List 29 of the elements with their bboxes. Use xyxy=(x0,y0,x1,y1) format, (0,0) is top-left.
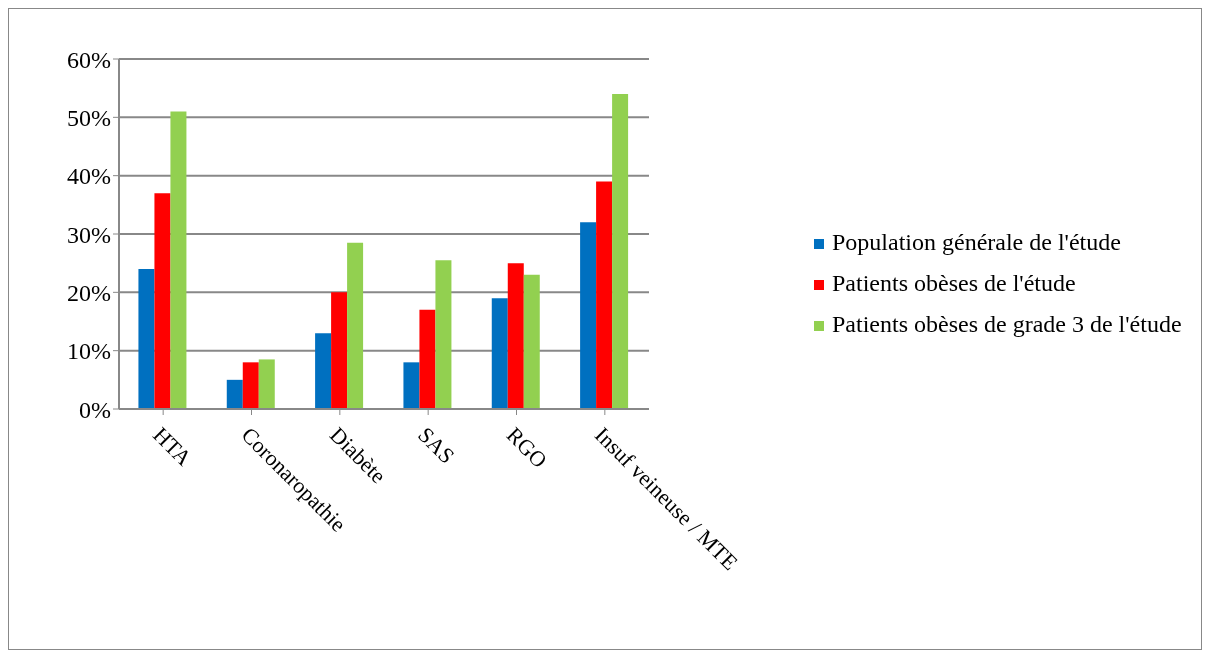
bar xyxy=(580,222,597,409)
bar xyxy=(523,274,540,409)
y-tick-label: 30% xyxy=(67,221,111,248)
x-tick-label: SAS xyxy=(413,422,460,469)
bar xyxy=(242,362,259,409)
bar xyxy=(491,298,508,409)
y-tick-label: 0% xyxy=(79,396,111,423)
y-tick-label: 40% xyxy=(67,163,111,190)
bar xyxy=(435,260,452,409)
bar xyxy=(596,181,613,409)
y-tick-label: 60% xyxy=(67,46,111,73)
y-tick-label: 20% xyxy=(67,279,111,306)
bar xyxy=(612,94,629,409)
bar xyxy=(331,292,348,409)
legend-label: Population générale de l'étude xyxy=(832,229,1121,256)
bar xyxy=(154,193,171,409)
bar xyxy=(138,269,155,409)
bar xyxy=(507,263,524,409)
legend-label: Patients obèses de grade 3 de l'étude xyxy=(832,311,1182,338)
bar xyxy=(226,379,243,409)
bar xyxy=(403,362,420,409)
bar xyxy=(347,242,364,409)
bar xyxy=(258,359,275,409)
bar xyxy=(419,309,436,409)
y-tick-label: 50% xyxy=(67,104,111,131)
y-tick-label: 10% xyxy=(67,338,111,365)
bar xyxy=(170,111,187,409)
legend-label: Patients obèses de l'étude xyxy=(832,270,1076,297)
bar xyxy=(315,333,332,409)
